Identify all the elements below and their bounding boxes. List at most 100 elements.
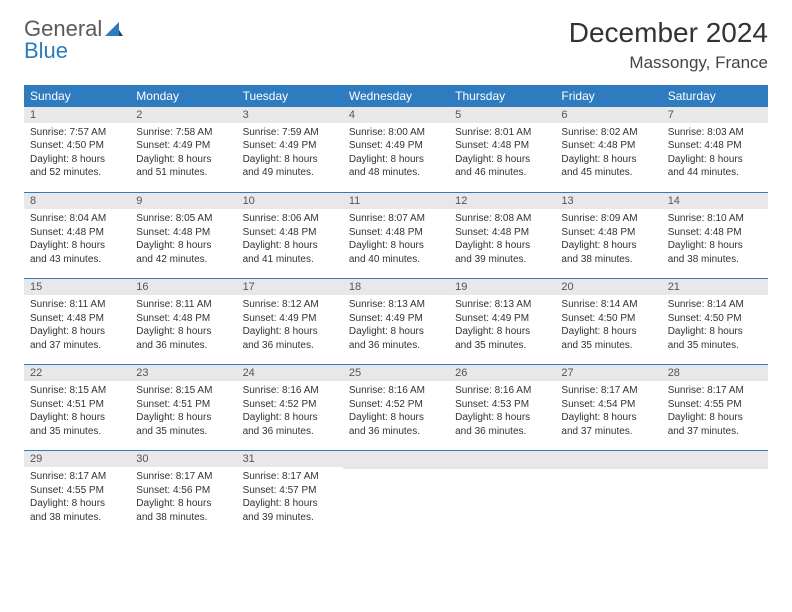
calendar-day: 4Sunrise: 8:00 AMSunset: 4:49 PMDaylight… — [343, 107, 449, 193]
calendar-day: 1Sunrise: 7:57 AMSunset: 4:50 PMDaylight… — [24, 107, 130, 193]
day-number: 30 — [130, 451, 236, 467]
daylight-text: Daylight: 8 hours and 36 minutes. — [455, 411, 549, 438]
sunrise-text: Sunrise: 8:16 AM — [455, 384, 549, 398]
daylight-text: Daylight: 8 hours and 36 minutes. — [349, 411, 443, 438]
sunset-text: Sunset: 4:48 PM — [136, 226, 230, 240]
daylight-text: Daylight: 8 hours and 43 minutes. — [30, 239, 124, 266]
page-header: General Blue December 2024 Massongy, Fra… — [24, 18, 768, 73]
sunset-text: Sunset: 4:55 PM — [668, 398, 762, 412]
calendar-day: 27Sunrise: 8:17 AMSunset: 4:54 PMDayligh… — [555, 365, 661, 451]
day-body: Sunrise: 8:04 AMSunset: 4:48 PMDaylight:… — [24, 209, 130, 272]
daylight-text: Daylight: 8 hours and 36 minutes. — [243, 411, 337, 438]
daylight-text: Daylight: 8 hours and 41 minutes. — [243, 239, 337, 266]
daylight-text: Daylight: 8 hours and 46 minutes. — [455, 153, 549, 180]
sunrise-text: Sunrise: 8:17 AM — [243, 470, 337, 484]
sunrise-text: Sunrise: 8:17 AM — [561, 384, 655, 398]
day-number: 5 — [449, 107, 555, 123]
day-number: 22 — [24, 365, 130, 381]
daylight-text: Daylight: 8 hours and 35 minutes. — [561, 325, 655, 352]
day-number: 13 — [555, 193, 661, 209]
sunrise-text: Sunrise: 8:12 AM — [243, 298, 337, 312]
day-body: Sunrise: 8:01 AMSunset: 4:48 PMDaylight:… — [449, 123, 555, 186]
calendar-week: 29Sunrise: 8:17 AMSunset: 4:55 PMDayligh… — [24, 451, 768, 537]
day-body: Sunrise: 8:09 AMSunset: 4:48 PMDaylight:… — [555, 209, 661, 272]
calendar-day: 20 Sunrise: 8:14 AMSunset: 4:50 PMDayligh… — [555, 279, 661, 365]
sunrise-text: Sunrise: 8:02 AM — [561, 126, 655, 140]
day-number: 26 — [449, 365, 555, 381]
sunrise-text: Sunrise: 7:57 AM — [30, 126, 124, 140]
sunrise-text: Sunrise: 8:17 AM — [30, 470, 124, 484]
daylight-text: Daylight: 8 hours and 38 minutes. — [136, 497, 230, 524]
day-number: 23 — [130, 365, 236, 381]
daylight-text: Daylight: 8 hours and 35 minutes. — [136, 411, 230, 438]
day-number: 9 — [130, 193, 236, 209]
calendar-day: 25Sunrise: 8:16 AMSunset: 4:52 PMDayligh… — [343, 365, 449, 451]
day-number: 8 — [24, 193, 130, 209]
sunrise-text: Sunrise: 8:05 AM — [136, 212, 230, 226]
sunrise-text: Sunrise: 8:00 AM — [349, 126, 443, 140]
day-number-empty — [343, 451, 449, 469]
day-number: 29 — [24, 451, 130, 467]
sunset-text: Sunset: 4:49 PM — [136, 139, 230, 153]
sunrise-text: Sunrise: 8:04 AM — [30, 212, 124, 226]
calendar-day: 22Sunrise: 8:15 AMSunset: 4:51 PMDayligh… — [24, 365, 130, 451]
calendar-day-empty — [662, 451, 768, 537]
daylight-text: Daylight: 8 hours and 52 minutes. — [30, 153, 124, 180]
day-number: 24 — [237, 365, 343, 381]
day-body: Sunrise: 8:05 AMSunset: 4:48 PMDaylight:… — [130, 209, 236, 272]
title-block: December 2024 Massongy, France — [569, 18, 768, 73]
calendar-day: 5Sunrise: 8:01 AMSunset: 4:48 PMDaylight… — [449, 107, 555, 193]
sunset-text: Sunset: 4:48 PM — [136, 312, 230, 326]
calendar-day: 18Sunrise: 8:13 AMSunset: 4:49 PMDayligh… — [343, 279, 449, 365]
sunrise-text: Sunrise: 8:01 AM — [455, 126, 549, 140]
day-number: 20 — [555, 279, 661, 295]
day-number: 31 — [237, 451, 343, 467]
sunrise-text: Sunrise: 8:07 AM — [349, 212, 443, 226]
sunset-text: Sunset: 4:49 PM — [243, 312, 337, 326]
calendar-week: 1Sunrise: 7:57 AMSunset: 4:50 PMDaylight… — [24, 107, 768, 193]
day-body: Sunrise: 8:16 AMSunset: 4:52 PMDaylight:… — [343, 381, 449, 444]
sunrise-text: Sunrise: 8:16 AM — [349, 384, 443, 398]
day-header: Monday — [130, 85, 236, 107]
sunrise-text: Sunrise: 8:03 AM — [668, 126, 762, 140]
day-body: Sunrise: 8:02 AMSunset: 4:48 PMDaylight:… — [555, 123, 661, 186]
calendar-day-empty — [555, 451, 661, 537]
calendar-day: 17Sunrise: 8:12 AMSunset: 4:49 PMDayligh… — [237, 279, 343, 365]
day-body: Sunrise: 8:00 AMSunset: 4:49 PMDaylight:… — [343, 123, 449, 186]
sunrise-text: Sunrise: 8:17 AM — [668, 384, 762, 398]
day-number: 10 — [237, 193, 343, 209]
sunset-text: Sunset: 4:48 PM — [561, 226, 655, 240]
day-header: Saturday — [662, 85, 768, 107]
day-number: 16 — [130, 279, 236, 295]
daylight-text: Daylight: 8 hours and 51 minutes. — [136, 153, 230, 180]
sunset-text: Sunset: 4:50 PM — [561, 312, 655, 326]
calendar-body: 1Sunrise: 7:57 AMSunset: 4:50 PMDaylight… — [24, 107, 768, 537]
sunset-text: Sunset: 4:52 PM — [349, 398, 443, 412]
day-body: Sunrise: 8:03 AMSunset: 4:48 PMDaylight:… — [662, 123, 768, 186]
sunrise-text: Sunrise: 8:11 AM — [136, 298, 230, 312]
sunset-text: Sunset: 4:54 PM — [561, 398, 655, 412]
logo-sail-icon — [105, 16, 123, 41]
calendar-week: 22Sunrise: 8:15 AMSunset: 4:51 PMDayligh… — [24, 365, 768, 451]
sunset-text: Sunset: 4:50 PM — [668, 312, 762, 326]
sunset-text: Sunset: 4:55 PM — [30, 484, 124, 498]
sunrise-text: Sunrise: 8:17 AM — [136, 470, 230, 484]
daylight-text: Daylight: 8 hours and 38 minutes. — [561, 239, 655, 266]
calendar-head: SundayMondayTuesdayWednesdayThursdayFrid… — [24, 85, 768, 107]
day-body: Sunrise: 8:17 AMSunset: 4:57 PMDaylight:… — [237, 467, 343, 530]
day-number-empty — [555, 451, 661, 469]
calendar-day: 26Sunrise: 8:16 AMSunset: 4:53 PMDayligh… — [449, 365, 555, 451]
day-number: 3 — [237, 107, 343, 123]
sunrise-text: Sunrise: 8:14 AM — [561, 298, 655, 312]
daylight-text: Daylight: 8 hours and 36 minutes. — [243, 325, 337, 352]
day-header: Thursday — [449, 85, 555, 107]
day-body: Sunrise: 8:15 AMSunset: 4:51 PMDaylight:… — [24, 381, 130, 444]
sunrise-text: Sunrise: 8:14 AM — [668, 298, 762, 312]
sunrise-text: Sunrise: 8:09 AM — [561, 212, 655, 226]
daylight-text: Daylight: 8 hours and 37 minutes. — [668, 411, 762, 438]
daylight-text: Daylight: 8 hours and 45 minutes. — [561, 153, 655, 180]
calendar-day: 16Sunrise: 8:11 AMSunset: 4:48 PMDayligh… — [130, 279, 236, 365]
day-body: Sunrise: 8:17 AMSunset: 4:54 PMDaylight:… — [555, 381, 661, 444]
sunset-text: Sunset: 4:52 PM — [243, 398, 337, 412]
day-body: Sunrise: 8:08 AMSunset: 4:48 PMDaylight:… — [449, 209, 555, 272]
